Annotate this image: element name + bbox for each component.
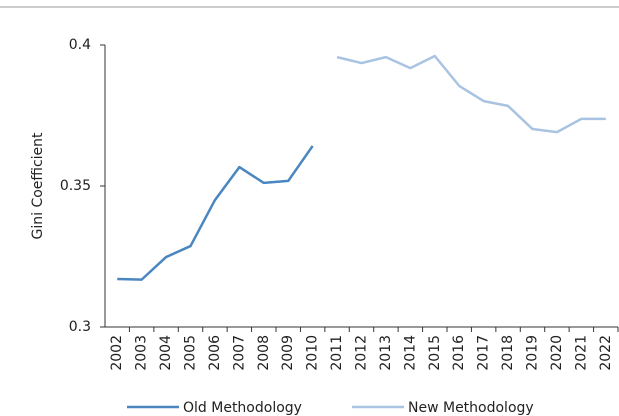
x-tick-label: 2015 bbox=[427, 335, 443, 371]
x-tick-label: 2011 bbox=[329, 335, 345, 371]
series-line bbox=[336, 54, 606, 134]
x-tick-label: 2020 bbox=[549, 335, 565, 371]
y-tick-label: 0.3 bbox=[69, 319, 91, 335]
x-tick-label: 2009 bbox=[280, 335, 296, 371]
x-tick-label: 2006 bbox=[207, 335, 223, 371]
legend-label: New Methodology bbox=[408, 400, 534, 416]
x-tick-label: 2014 bbox=[402, 335, 418, 371]
x-tick-label: 2002 bbox=[109, 335, 125, 371]
x-tick-label: 2016 bbox=[451, 335, 467, 371]
x-tick-label: 2007 bbox=[231, 335, 247, 371]
x-tick-label: 2004 bbox=[158, 335, 174, 371]
x-tick-label: 2017 bbox=[476, 335, 492, 371]
x-tick-label: 2022 bbox=[598, 335, 614, 371]
series-line bbox=[117, 145, 314, 281]
legend-label: Old Methodology bbox=[183, 400, 302, 416]
x-tick-label: 2018 bbox=[500, 335, 516, 371]
x-tick-label: 2005 bbox=[183, 335, 199, 371]
x-tick-label: 2003 bbox=[134, 335, 150, 371]
y-tick-label: 0.35 bbox=[60, 178, 91, 194]
x-tick-label: 2010 bbox=[305, 335, 321, 371]
x-tick-label: 2013 bbox=[378, 335, 394, 371]
x-tick-label: 2021 bbox=[573, 335, 589, 371]
y-tick-label: 0.4 bbox=[69, 37, 91, 53]
x-tick-label: 2019 bbox=[525, 335, 541, 371]
x-tick-label: 2012 bbox=[354, 335, 370, 371]
y-axis-label: Gini Coefficient bbox=[30, 132, 46, 240]
x-tick-label: 2008 bbox=[256, 335, 272, 371]
